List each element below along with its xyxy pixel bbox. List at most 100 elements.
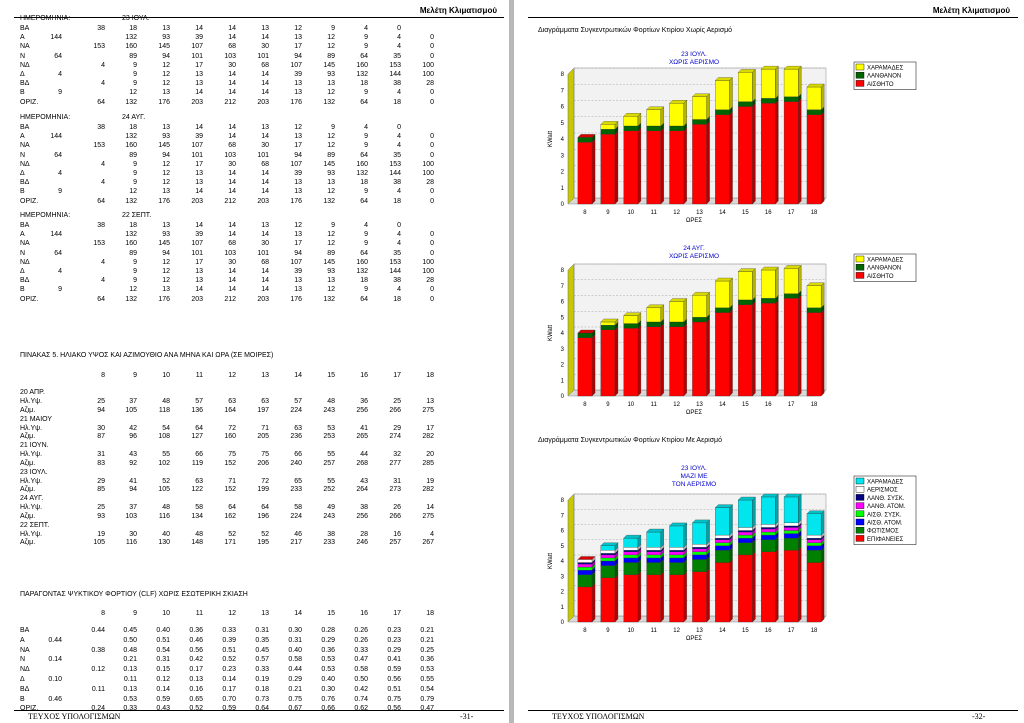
table-row: ΝΑ 153 160 145 107 68 30 17 12 9 4 0 <box>20 42 440 51</box>
y-tick-label: 7 <box>561 88 565 94</box>
row-value: 153 <box>93 240 105 248</box>
row-value: 13 <box>294 231 302 239</box>
row-value: 0.38 <box>91 646 105 654</box>
row-value: 4 <box>364 222 368 229</box>
row-value: 9 <box>364 142 368 150</box>
row-value: 63 <box>228 398 236 405</box>
row-value: 13 <box>162 188 170 196</box>
row-value: 9 <box>331 25 335 32</box>
row-value: 14 <box>228 133 236 141</box>
row-value: 0.13 <box>123 666 137 674</box>
row-value: 212 <box>224 295 236 303</box>
bar-segment <box>783 294 802 397</box>
gridline-side <box>567 311 575 318</box>
date-value: 24 ΑΥΓ. <box>122 114 146 121</box>
bar-segment <box>738 496 756 528</box>
row-value: 14 <box>228 286 236 294</box>
y-tick-label: 3 <box>561 347 565 353</box>
x-tick-label: 9 <box>606 402 610 408</box>
x-tick-label: 17 <box>788 628 795 634</box>
row-value: 28 <box>426 277 434 285</box>
row-value: 0.42 <box>189 656 203 664</box>
row-value: 0.76 <box>321 695 335 703</box>
row-value: 0.40 <box>321 676 335 683</box>
row-value: 132 <box>125 133 137 141</box>
row-value: 199 <box>257 486 269 493</box>
row-value: 12 <box>129 89 137 97</box>
bar-top <box>760 65 779 70</box>
page-number: -31- <box>460 712 474 721</box>
bar-segment <box>760 493 779 525</box>
row-value: 103 <box>224 249 236 257</box>
row-value: 9 <box>133 268 137 275</box>
row-value: 94 <box>294 151 302 159</box>
table-row: ΒΑ 38 18 13 14 14 13 12 9 4 0 <box>20 123 440 132</box>
row-value: 205 <box>257 433 269 440</box>
row-value: 0.51 <box>387 685 401 693</box>
row-value: 64 <box>261 504 269 511</box>
bar-segment <box>806 282 825 309</box>
row-value: 13 <box>294 34 302 42</box>
y-axis-label: KWatt <box>548 325 554 341</box>
bar-top <box>760 266 779 271</box>
row-value: 0.46 <box>189 636 203 644</box>
row-value: 44 <box>360 451 368 458</box>
bar-top <box>623 113 642 117</box>
row-value: 0 <box>430 98 434 106</box>
hour-header: 18 <box>426 610 434 617</box>
table-row: Α 144 132 93 39 14 14 13 12 9 4 0 <box>20 230 440 239</box>
bar-top <box>669 298 688 302</box>
row-value: 48 <box>327 398 335 405</box>
hour-header: 8 <box>101 610 105 617</box>
row-value: 176 <box>290 98 302 106</box>
gridline-side <box>567 600 575 607</box>
date-label: ΗΜΕΡΟΜΗΝΙΑ: <box>20 15 71 22</box>
legend-label: ΛΑΝΘΑΝΟΝ <box>867 266 901 272</box>
row-value: 132 <box>323 197 335 205</box>
y-tick-label: 6 <box>561 300 565 306</box>
legend-box <box>853 253 917 282</box>
row-value: 0.44 <box>288 666 302 674</box>
table-row: Αζιμ. 87 96 108 127 160 205 236 253 265 274 282 <box>20 432 440 441</box>
row-value: 132 <box>125 98 137 106</box>
gridline-side <box>567 358 575 365</box>
row-value: 12 <box>294 25 302 32</box>
row-value: 64 <box>360 98 368 106</box>
row-value: 13 <box>294 89 302 97</box>
row-value: 103 <box>125 512 137 520</box>
chart-july-with-ventilation: 23 ΙΟΥΛ. ΜΑΖΙ ΜΕ ΤΟΝ ΑΕΡΙΣΜΟ 0 1 2 3 4 5 6 7 8 8 9 10 1… <box>534 460 934 650</box>
gridline-side <box>567 539 575 546</box>
row-value: 282 <box>422 486 434 493</box>
bar-segment <box>669 323 687 397</box>
bar-segment <box>760 99 779 205</box>
row-value: 13 <box>294 179 302 187</box>
bar-segment <box>806 309 825 397</box>
row-value: 101 <box>257 52 269 60</box>
legend-label: ΧΑΡΑΜΑΔΕΣ <box>867 258 904 264</box>
row-label: ΝΑ <box>20 43 30 51</box>
row-value: 12 <box>327 133 335 141</box>
bar-segment <box>806 559 825 623</box>
row-value: 0 <box>430 151 434 159</box>
row-value: 0 <box>397 222 401 229</box>
row-value: 31 <box>393 477 401 485</box>
row-label: Β <box>20 286 25 294</box>
row-value: 93 <box>97 512 105 520</box>
row-value: 0 <box>430 89 434 97</box>
row-value: 0.51 <box>156 636 170 644</box>
month-name: 21 ΙΟΥΝ. <box>20 442 49 449</box>
row-label: Δ <box>20 71 25 78</box>
row-value: 0.54 <box>420 685 434 693</box>
row-value: 25 <box>393 398 401 405</box>
row-value: 246 <box>356 539 368 546</box>
row-value: 41 <box>129 477 137 485</box>
row-value: 0 <box>430 52 434 60</box>
row-value: 30 <box>228 258 236 266</box>
table-row: ΝΔ 4 9 12 17 30 68 107 145 160 153 100 <box>20 61 440 70</box>
table-row: Ηλ.Υψ. 30 42 54 64 72 71 63 53 41 29 17 <box>20 424 440 433</box>
row-value: 18 <box>129 222 137 229</box>
row-value: 17 <box>294 142 302 150</box>
row-value: 224 <box>290 406 302 414</box>
row-value: 0.21 <box>420 636 434 644</box>
